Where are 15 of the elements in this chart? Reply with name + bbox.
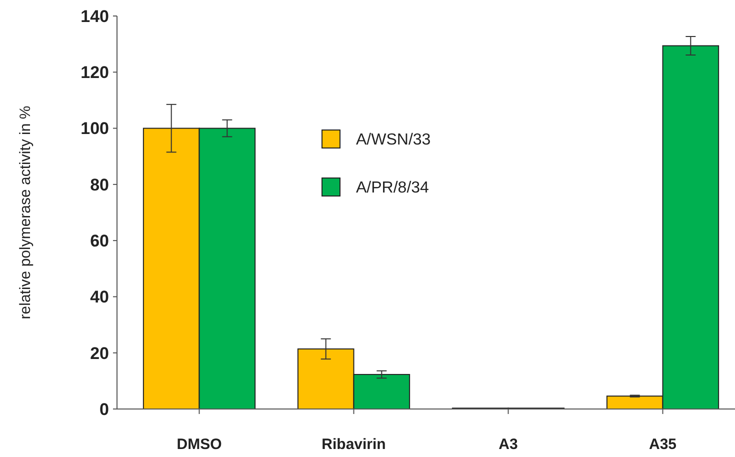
- y-tick-label: 40: [90, 288, 109, 307]
- y-tick-label: 60: [90, 232, 109, 251]
- y-tick-label: 80: [90, 175, 109, 194]
- y-tick-label: 100: [80, 119, 109, 138]
- y-axis-title: relative polymerase activity in %: [17, 106, 34, 320]
- legend-label: A/PR/8/34: [356, 180, 430, 197]
- legend-label: A/WSN/33: [356, 132, 431, 149]
- y-tick-label: 140: [80, 6, 109, 26]
- x-tick-label: DMSO: [176, 436, 222, 453]
- y-tick-label: 20: [90, 344, 109, 363]
- x-tick-label: Ribavirin: [322, 436, 386, 453]
- x-tick-label: A3: [498, 436, 518, 453]
- x-tick-label: A35: [648, 436, 677, 453]
- y-tick-label: 120: [80, 63, 109, 82]
- y-tick-label: 0: [100, 400, 109, 419]
